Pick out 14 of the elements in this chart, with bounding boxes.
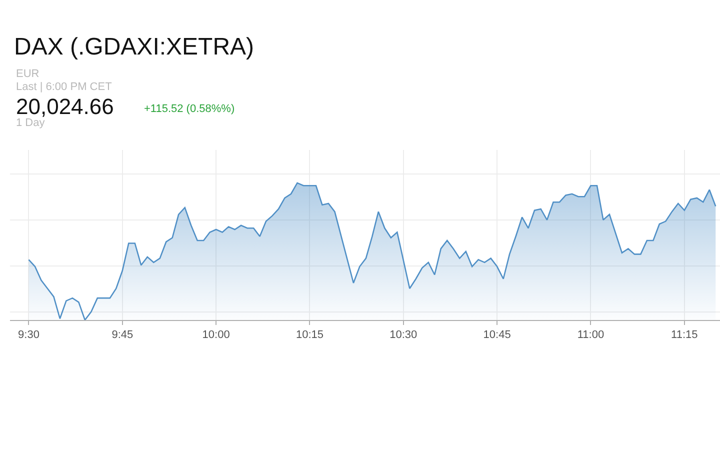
x-tick-label: 10:15: [296, 329, 324, 342]
text: EUR: [16, 68, 40, 80]
x-tick-label: 9:45: [112, 329, 134, 342]
x-tick-label: 11:15: [671, 329, 698, 342]
x-tick-label: 11:00: [577, 329, 604, 342]
text: 20,024.66: [16, 94, 114, 119]
text: +115.52 (0.58%%): [144, 103, 235, 115]
x-tick-label: 10:30: [390, 329, 418, 342]
x-tick-label: 10:00: [202, 329, 230, 342]
x-tick-label: 10:45: [483, 329, 511, 342]
text: 1 Day: [16, 117, 46, 129]
chart-title: DAX (.GDAXI:XETRA): [14, 33, 254, 60]
text: Last | 6:00 PM CET: [16, 81, 112, 93]
x-tick-label: 9:30: [18, 329, 40, 342]
